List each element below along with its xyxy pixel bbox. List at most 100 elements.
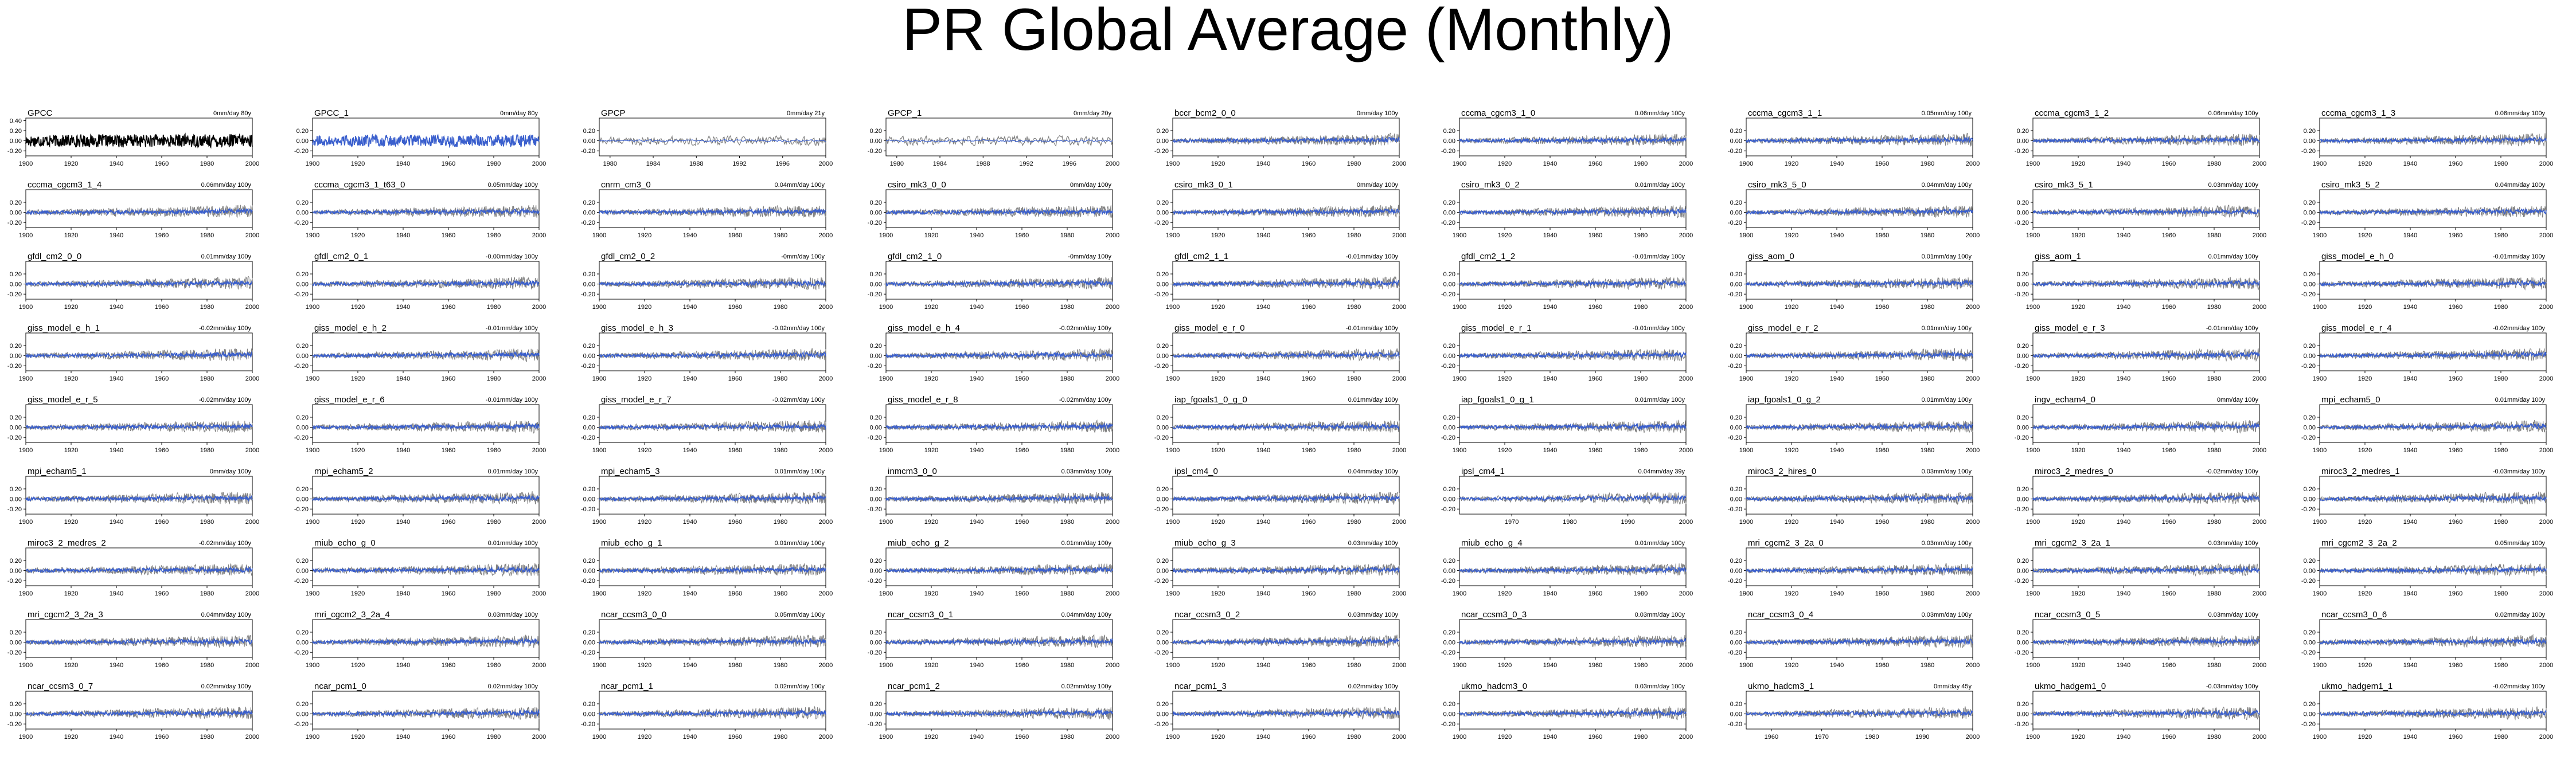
- panel-trend-label: 0.03mm/day 100y: [1348, 540, 1398, 547]
- y-tick-label: -0.20: [2015, 363, 2029, 370]
- panel-title: ipsl_cm4_1: [1461, 467, 1505, 476]
- y-tick-label: -0.20: [7, 434, 22, 441]
- y-tick-label: 0.00: [1730, 138, 1742, 145]
- series-line-model: [599, 566, 826, 574]
- series-line-variability: [25, 205, 253, 218]
- panel-title: giss_model_e_r_6: [314, 395, 385, 405]
- x-tick-label: 2000: [245, 160, 259, 167]
- panel-title: giss_model_e_r_1: [1461, 323, 1532, 333]
- panel-title: giss_aom_1: [2035, 252, 2081, 261]
- y-tick-label: 0.20: [1730, 486, 1742, 493]
- panel-plot: 0.20 0.00 -0.20 1900 1920 1940 1960 1980 2000: [1154, 117, 1406, 167]
- series-line-model: [1746, 709, 1973, 717]
- y-tick-label: -0.20: [1728, 220, 1742, 226]
- y-tick-label: -0.20: [1154, 506, 1169, 513]
- panel-title: miroc3_2_hires_0: [1748, 467, 1817, 476]
- chart-panel-mpi-echam5-3: mpi_echam5_3 0.01mm/day 100y 0.20 0.00 -0.20…: [573, 467, 833, 536]
- x-tick-label: 1960: [728, 375, 742, 382]
- y-tick-label: 0.00: [1730, 210, 1742, 217]
- panel-title: csiro_mk3_5_1: [2035, 180, 2093, 190]
- plot-frame: [2319, 117, 2547, 156]
- panel-plot: 0.20 0.00 -0.20 1900 1920 1940 1960 1980 2000: [2015, 189, 2266, 239]
- x-tick-label: 1980: [1347, 734, 1361, 740]
- x-tick-label: 1980: [1347, 662, 1361, 669]
- x-tick-label: 1920: [1785, 590, 1798, 597]
- x-tick-label: 1960: [2162, 734, 2176, 740]
- x-tick-label: 1980: [1060, 590, 1074, 597]
- series-line-model: [885, 709, 1113, 717]
- series-line-model: [1746, 637, 1973, 645]
- x-tick-label: 1920: [351, 160, 365, 167]
- chart-panel-gfdl-cm2-1-1: gfdl_cm2_1_1 -0.01mm/day 100y 0.20 0.00 -0.2…: [1147, 252, 1406, 321]
- panel-trend-label: 0.01mm/day 100y: [201, 253, 251, 260]
- plot-frame: [312, 547, 540, 586]
- series-line-variability: [885, 205, 1113, 218]
- y-tick-label: -0.20: [7, 363, 22, 370]
- y-tick-label: -0.20: [1441, 578, 1455, 585]
- x-tick-label: 2000: [1679, 519, 1693, 526]
- y-tick-label: 0.00: [2017, 568, 2029, 575]
- x-tick-label: 1900: [306, 590, 319, 597]
- x-tick-label: 2000: [2539, 734, 2553, 740]
- x-tick-label: 1980: [603, 160, 617, 167]
- x-tick-label: 1940: [2403, 590, 2417, 597]
- x-tick-label: 1940: [683, 662, 697, 669]
- y-tick-label: -0.20: [581, 363, 595, 370]
- panel-plot: 0.20 0.00 -0.20 1900 1920 1940 1960 1980 2000: [294, 476, 546, 526]
- x-tick-label: 1940: [970, 590, 983, 597]
- panel-trend-label: 0.03mm/day 100y: [1061, 468, 1111, 475]
- panel-plot: 0.20 0.00 -0.20 1980 1984 1988 1992 1996 2000: [581, 117, 833, 167]
- series-line-model: [1746, 422, 1973, 430]
- panel-plot: 0.20 0.00 -0.20 1900 1920 1940 1960 1980 2000: [1154, 261, 1406, 311]
- x-tick-label: 1980: [200, 447, 214, 454]
- x-tick-label: 1980: [2494, 734, 2508, 740]
- y-tick-label: -0.20: [581, 649, 595, 656]
- x-tick-label: 1920: [638, 734, 651, 740]
- panel-title: mpi_echam5_3: [601, 467, 660, 476]
- y-tick-label: 0.40: [10, 117, 22, 124]
- x-tick-label: 1960: [1588, 447, 1602, 454]
- x-tick-label: 2000: [1106, 160, 1119, 167]
- y-tick-label: 0.00: [2017, 496, 2029, 503]
- x-tick-label: 1980: [487, 519, 501, 526]
- y-tick-label: 0.00: [296, 711, 309, 718]
- y-tick-label: -0.20: [1728, 721, 1742, 728]
- panel-title: ipsl_cm4_0: [1174, 467, 1218, 476]
- chart-panel-cccma-cgcm3-1-0: cccma_cgcm3_1_0 0.06mm/day 100y 0.20 0.00 -0…: [1434, 109, 1693, 178]
- y-tick-label: -0.20: [868, 434, 882, 441]
- panel-trend-label: 0mm/day 80y: [213, 110, 251, 117]
- x-tick-label: 1980: [774, 519, 787, 526]
- plot-frame: [885, 547, 1113, 586]
- y-tick-label: -0.20: [294, 363, 309, 370]
- series-line-model: [2319, 422, 2547, 430]
- y-tick-label: 0.20: [1730, 199, 1742, 206]
- x-tick-label: 1920: [64, 160, 78, 167]
- x-tick-label: 1920: [1211, 734, 1225, 740]
- y-tick-label: -0.20: [581, 721, 595, 728]
- x-tick-label: 2000: [1392, 662, 1406, 669]
- x-tick-label: 1980: [1563, 519, 1576, 526]
- y-tick-label: 0.00: [2304, 640, 2316, 646]
- panel-trend-label: 0.05mm/day 100y: [774, 612, 825, 618]
- panel-plot: 0.20 0.00 -0.20 1900 1920 1940 1960 1980 2000: [7, 476, 259, 526]
- x-tick-label: 1920: [2358, 590, 2372, 597]
- x-tick-label: 1940: [2117, 519, 2130, 526]
- x-tick-label: 1920: [2071, 590, 2085, 597]
- plot-frame: [1746, 476, 1973, 515]
- x-tick-label: 2000: [1106, 304, 1119, 311]
- panel-trend-label: 0.01mm/day 100y: [487, 468, 538, 475]
- x-tick-label: 1900: [592, 662, 606, 669]
- x-tick-label: 1960: [1588, 734, 1602, 740]
- y-tick-label: 0.20: [2304, 128, 2316, 135]
- plot-frame: [1459, 404, 1687, 443]
- x-tick-label: 1960: [1302, 232, 1316, 239]
- series-line-model: [25, 709, 253, 717]
- x-tick-label: 2000: [1966, 734, 1980, 740]
- x-tick-label: 1960: [155, 375, 169, 382]
- panel-trend-label: 0mm/day 100y: [209, 468, 251, 475]
- x-tick-label: 2000: [2539, 375, 2553, 382]
- series-line-model: [1172, 280, 1400, 287]
- x-tick-label: 1960: [155, 734, 169, 740]
- panel-plot: 0.20 0.00 -0.20 1900 1920 1940 1960 1980 2000: [2015, 117, 2266, 167]
- x-tick-label: 1980: [2494, 232, 2508, 239]
